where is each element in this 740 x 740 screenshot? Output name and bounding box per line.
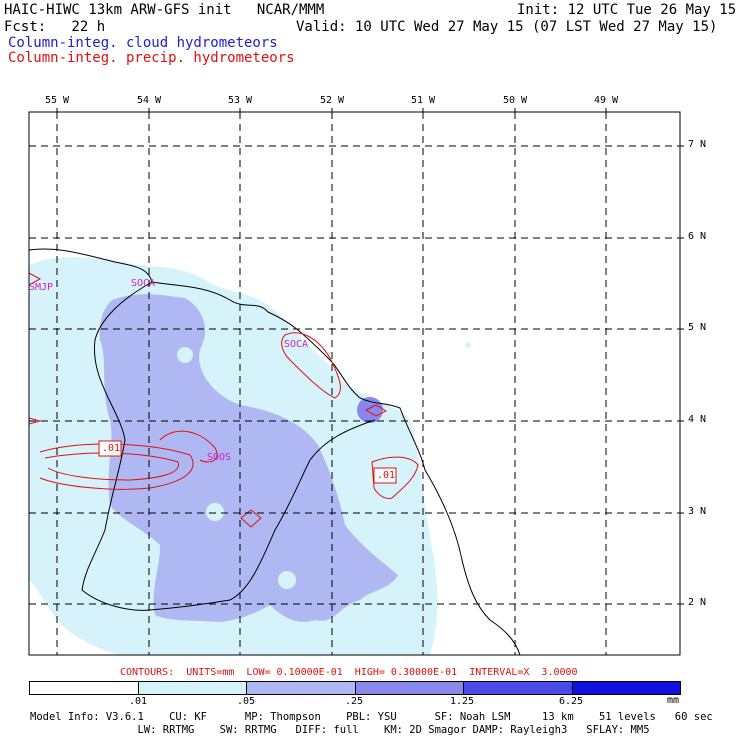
precip-contour [371, 456, 419, 499]
lat-label: 5 N [688, 322, 707, 333]
station-label: SOCA [131, 278, 156, 289]
lon-label: 51 W [411, 95, 436, 106]
border-line [81, 281, 376, 611]
cloud-blob [177, 347, 193, 363]
contours-info: CONTOURS: UNITS=mm LOW= 0.10000E-01 HIGH… [120, 667, 578, 678]
colorbar-label: 1.25 [449, 696, 475, 707]
station-label: SOCA [284, 339, 309, 350]
contour-label-box [373, 467, 397, 484]
cloud-blob [357, 397, 383, 423]
colorbar-segment [30, 682, 139, 694]
model-info-line-1: Model Info: V3.6.1 CU: KF MP: Thompson P… [30, 711, 713, 723]
colorbar [29, 681, 681, 695]
lat-label: 7 N [688, 139, 707, 150]
precip-contour [159, 430, 218, 463]
station-label: SOOS [207, 452, 232, 463]
colorbar-segment [138, 682, 247, 694]
cloud-blob [206, 503, 224, 521]
colorbar-unit: mm [667, 695, 680, 706]
lon-label: 54 W [137, 95, 162, 106]
model-info-line-2: LW: RRTMG SW: RRTMG DIFF: full KM: 2D Sm… [30, 724, 650, 736]
colorbar-segment [355, 682, 464, 694]
cloud-blob [465, 342, 471, 348]
cloud-legend: Column-integ. cloud hydrometeors [8, 35, 278, 51]
lon-label: 52 W [320, 95, 345, 106]
lat-label: 2 N [688, 597, 707, 608]
precip-contour [29, 417, 42, 425]
colorbar-label: 6.25 [558, 696, 584, 707]
colorbar-label: .05 [236, 696, 256, 707]
contour-label-box [98, 440, 122, 457]
precip-contour [281, 332, 341, 399]
lon-label: 55 W [45, 95, 70, 106]
contour-label: .01 [102, 443, 121, 454]
lat-label: 3 N [688, 506, 707, 517]
colorbar-label: .01 [128, 696, 148, 707]
cloud-fill-mid [99, 294, 399, 622]
colorbar-label: .25 [344, 696, 364, 707]
valid-time: Valid: 10 UTC Wed 27 May 15 (07 LST Wed … [296, 19, 718, 35]
lon-label: 50 W [503, 95, 528, 106]
model-title: HAIC-HIWC 13km ARW-GFS init NCAR/MMM [4, 2, 325, 18]
lon-label: 49 W [594, 95, 619, 106]
colorbar-segment [247, 682, 356, 694]
precip-contour [29, 272, 42, 286]
lat-label: 6 N [688, 231, 707, 242]
station-label: SMJP [29, 282, 54, 293]
init-time: Init: 12 UTC Tue 26 May 15 [517, 2, 737, 18]
colorbar-segment [572, 682, 680, 694]
precip-contour [364, 404, 388, 417]
precip-legend: Column-integ. precip. hydrometeors [8, 50, 295, 66]
map-frame [28, 111, 681, 656]
colorbar-segment [464, 682, 573, 694]
forecast-hour: Fcst: 22 h [4, 19, 106, 35]
lat-label: 4 N [688, 414, 707, 425]
lon-label: 53 W [228, 95, 253, 106]
cloud-blob [278, 571, 296, 589]
contour-label: .01 [377, 470, 396, 481]
coastline [29, 248, 521, 655]
